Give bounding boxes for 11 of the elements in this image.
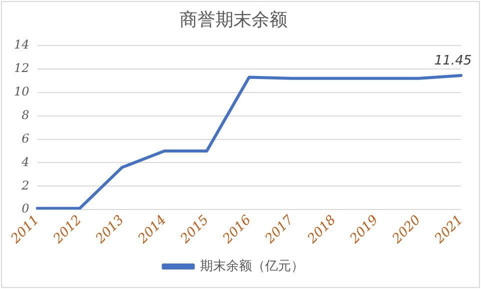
chart-title: 商誉期末余额 — [180, 9, 288, 30]
y-tick-label: 0 — [22, 202, 30, 216]
y-tick-label: 4 — [20, 154, 30, 169]
y-tick-label: 8 — [22, 108, 30, 122]
legend-label: 期末余额（亿元） — [200, 258, 304, 274]
y-tick-label: 6 — [22, 131, 30, 146]
y-tick-label: 12 — [14, 61, 30, 76]
y-tick-label: 14 — [14, 38, 30, 52]
y-tick-label: 2 — [20, 178, 30, 192]
y-tick-label: 10 — [14, 84, 30, 99]
data-label: 11.45 — [434, 53, 472, 68]
